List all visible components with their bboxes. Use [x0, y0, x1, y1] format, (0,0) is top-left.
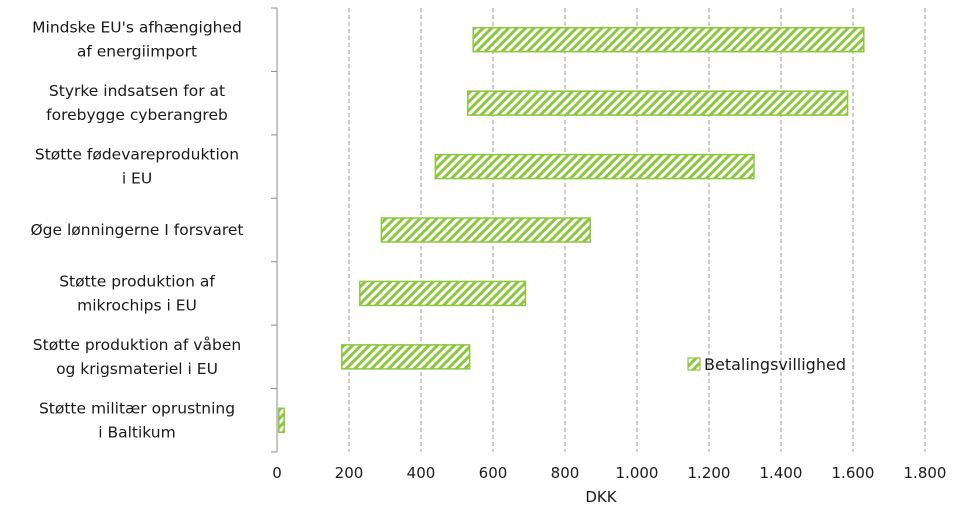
- category-label: Støtte produktion af våben og krigsmateri…: [33, 336, 241, 378]
- category-label: Støtte militær oprustning i Baltikum: [39, 399, 235, 441]
- x-tick-label: 600: [479, 464, 508, 482]
- x-tick-labels: 0 200 400 600 800 1.000 1.200 1.400 1.600 1.800: [272, 464, 946, 482]
- category-label-line: Støtte militær oprustning: [39, 399, 235, 417]
- category-label-line: mikrochips i EU: [77, 296, 197, 314]
- category-label-line: Styrke indsatsen for at: [49, 82, 225, 100]
- category-label: Mindske EU's afhængighed af energiimport: [32, 19, 242, 61]
- category-label: Styrke indsatsen for at forebygge cyberan…: [46, 82, 228, 124]
- category-label-line: Støtte produktion af våben: [33, 336, 241, 354]
- bar: [341, 344, 471, 370]
- category-labels: Mindske EU's afhængighed af energiimport S…: [30, 19, 243, 442]
- category-label-line: Støtte produktion af: [59, 272, 215, 290]
- category-label-line: i Baltikum: [98, 423, 175, 441]
- x-tick-label: 1.200: [688, 464, 731, 482]
- category-label-line: og krigsmateriel i EU: [56, 360, 218, 378]
- bar: [380, 217, 591, 243]
- legend-label: Betalingsvillighed: [704, 355, 846, 374]
- bar: [278, 407, 285, 434]
- bar: [359, 280, 527, 307]
- category-label-line: af energiimport: [77, 43, 197, 61]
- bar: [472, 26, 865, 53]
- legend: Betalingsvillighed: [687, 355, 846, 374]
- x-tick-label: 0: [272, 464, 282, 482]
- category-label-line: i EU: [122, 170, 152, 188]
- x-tick-label: 400: [407, 464, 436, 482]
- axes: [271, 7, 278, 453]
- category-label-line: forebygge cyberangreb: [46, 106, 228, 124]
- gridlines: [348, 8, 926, 452]
- x-tick-label: 1.800: [904, 464, 947, 482]
- category-label-line: Mindske EU's afhængighed: [32, 19, 242, 37]
- x-tick-label: 800: [551, 464, 580, 482]
- bar: [467, 90, 849, 116]
- bars: [278, 26, 865, 434]
- category-label-line: Øge lønningerne I forsvaret: [30, 221, 243, 239]
- bar: [434, 153, 755, 180]
- x-axis-title: DKK: [585, 488, 617, 506]
- category-label: Støtte produktion af mikrochips i EU: [59, 272, 215, 314]
- x-tick-label: 1.400: [760, 464, 803, 482]
- x-tick-label: 1.600: [832, 464, 875, 482]
- x-tick-label: 200: [335, 464, 364, 482]
- x-tick-label: 1.000: [616, 464, 659, 482]
- category-label: Støtte fødevareproduktion i EU: [35, 146, 239, 188]
- legend-swatch: [687, 357, 701, 371]
- category-label: Øge lønningerne I forsvaret: [30, 221, 243, 239]
- category-label-line: Støtte fødevareproduktion: [35, 146, 239, 164]
